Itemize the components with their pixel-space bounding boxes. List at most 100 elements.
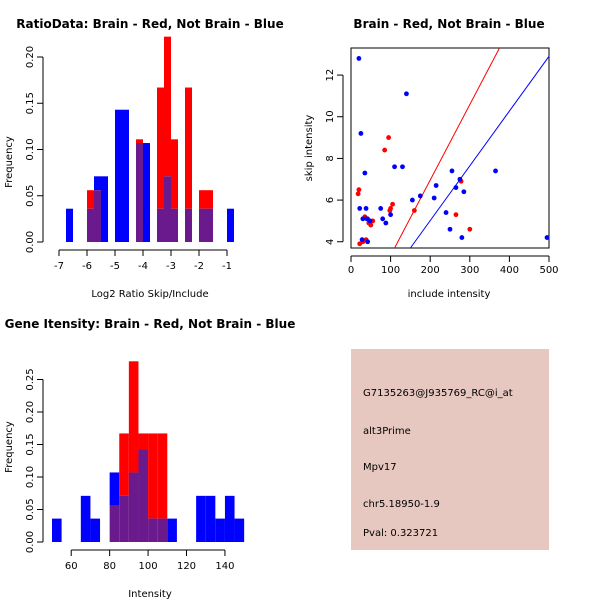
overlap-bar <box>119 495 129 542</box>
pval-text: Pval: 0.323721 <box>363 528 438 539</box>
y-tick-label: 0.15 <box>25 433 36 455</box>
brain-point <box>382 147 388 153</box>
brain-bar <box>148 433 158 519</box>
not-brain-point <box>388 212 393 218</box>
not-brain-point <box>457 176 463 182</box>
not-brain-point <box>360 216 366 222</box>
not-brain-point <box>433 183 439 188</box>
ratio-histogram-axes: -7 -6 -5 -4 -3 -2 -1 0.00 0.05 0.10 0.15 0.20 <box>25 46 232 272</box>
y-tick-label: 10 <box>325 110 336 123</box>
x-tick-label: 140 <box>215 561 234 572</box>
not-brain-point <box>461 189 467 195</box>
not-brain-bar <box>66 208 73 242</box>
ratio-histogram-xlabel: Log2 Ratio Skip/Include <box>91 289 208 300</box>
y-tick-label: 0.10 <box>25 466 36 488</box>
x-tick-label: -5 <box>110 261 120 272</box>
y-tick-label: 0.00 <box>25 531 36 553</box>
not-brain-point <box>383 220 389 226</box>
brain-bar <box>157 433 168 519</box>
x-tick-label: 60 <box>65 561 78 572</box>
scatter-ylabel: skip intensity <box>304 115 315 182</box>
overlap-bar <box>138 449 149 542</box>
overlap-bar <box>87 208 94 242</box>
overlap-bar <box>206 208 213 242</box>
not-brain-bar <box>80 495 91 542</box>
x-tick-label: -7 <box>54 261 64 272</box>
brain-point <box>390 201 395 207</box>
overlap-bar <box>185 208 192 242</box>
x-tick-label: 0 <box>348 265 354 276</box>
x-tick-label: 400 <box>500 265 519 276</box>
ratio-histogram-panel: RatioData: Brain - Red, Not Brain - Blue… <box>4 17 284 300</box>
not-brain-point <box>544 235 550 240</box>
brain-point <box>386 135 392 140</box>
scatter-reference-lines <box>394 47 550 249</box>
not-brain-point <box>359 237 365 243</box>
y-tick-label: 0.20 <box>25 401 36 423</box>
brain-point <box>356 187 362 193</box>
brain-bar <box>138 433 149 450</box>
blue-line <box>409 56 550 249</box>
not-brain-bar <box>224 495 235 542</box>
y-tick-label: 6 <box>325 197 336 203</box>
ratio-histogram-bars <box>66 36 234 242</box>
scatter-title: Brain - Red, Not Brain - Blue <box>353 17 544 31</box>
intensity-histogram-axes: 60 80 100 120 140 0.00 0.05 0.10 0.15 0.20 0.25 <box>25 368 234 572</box>
y-tick-label: 4 <box>325 239 336 245</box>
probe-id-text: G7135263@J935769_RC@i_at <box>363 388 513 399</box>
scatter-xlabel: include intensity <box>408 289 491 300</box>
x-tick-label: -1 <box>222 261 232 272</box>
not-brain-bar <box>109 472 120 506</box>
brain-point <box>355 191 361 197</box>
gene-name-text: Mpv17 <box>363 462 397 473</box>
y-tick-label: 0.25 <box>25 368 36 390</box>
x-tick-label: -4 <box>138 261 148 272</box>
not-brain-bar <box>227 208 234 242</box>
brain-bar <box>157 87 164 209</box>
y-tick-label: 0.05 <box>25 498 36 520</box>
ratio-histogram-title: RatioData: Brain - Red, Not Brain - Blue <box>16 17 283 31</box>
brain-point <box>453 212 459 218</box>
intensity-histogram-title: Gene Itensity: Brain - Red, Not Brain - … <box>5 317 296 331</box>
not-brain-bar <box>234 518 245 542</box>
not-brain-point <box>378 206 384 211</box>
overlap-bar <box>157 518 168 542</box>
scatter-box <box>350 47 550 249</box>
overlap-bar <box>171 208 178 242</box>
not-brain-point <box>459 235 465 240</box>
not-brain-bar <box>52 518 62 542</box>
not-brain-bar <box>205 495 216 542</box>
y-tick-label: 0.05 <box>25 185 36 207</box>
x-tick-label: 100 <box>139 561 158 572</box>
y-tick-label: 0.15 <box>25 92 36 114</box>
not-brain-point <box>392 164 397 170</box>
not-brain-point <box>449 168 455 174</box>
x-tick-label: 500 <box>539 265 558 276</box>
y-tick-label: 8 <box>325 155 336 161</box>
intensity-histogram-xlabel: Intensity <box>128 589 172 600</box>
overlap-bar <box>128 472 139 542</box>
intensity-histogram-panel: Gene Itensity: Brain - Red, Not Brain - … <box>4 317 295 600</box>
overlap-bar <box>109 505 120 542</box>
not-brain-bar <box>94 176 101 191</box>
x-tick-label: 80 <box>103 561 116 572</box>
not-brain-point <box>409 197 415 203</box>
ratio-histogram-ylabel: Frequency <box>4 136 15 188</box>
overlap-bar <box>94 190 101 242</box>
not-brain-point <box>363 206 369 211</box>
info-panel: G7135263@J935769_RC@i_at alt3Prime Mpv17… <box>351 349 549 550</box>
location-text: chr5.18950-1.9 <box>363 499 440 510</box>
red-line <box>394 47 500 249</box>
overlap-bar <box>164 176 171 242</box>
x-tick-label: -6 <box>82 261 92 272</box>
not-brain-bar <box>215 518 225 542</box>
x-tick-label: 100 <box>381 265 400 276</box>
brain-bar <box>164 36 171 177</box>
not-brain-point <box>493 168 498 174</box>
brain-bar <box>136 139 143 144</box>
info-box-background <box>351 349 549 550</box>
brain-bar <box>87 190 94 209</box>
y-tick-label: 0.10 <box>25 138 36 160</box>
not-brain-point <box>380 216 386 222</box>
not-brain-bar <box>167 518 177 542</box>
